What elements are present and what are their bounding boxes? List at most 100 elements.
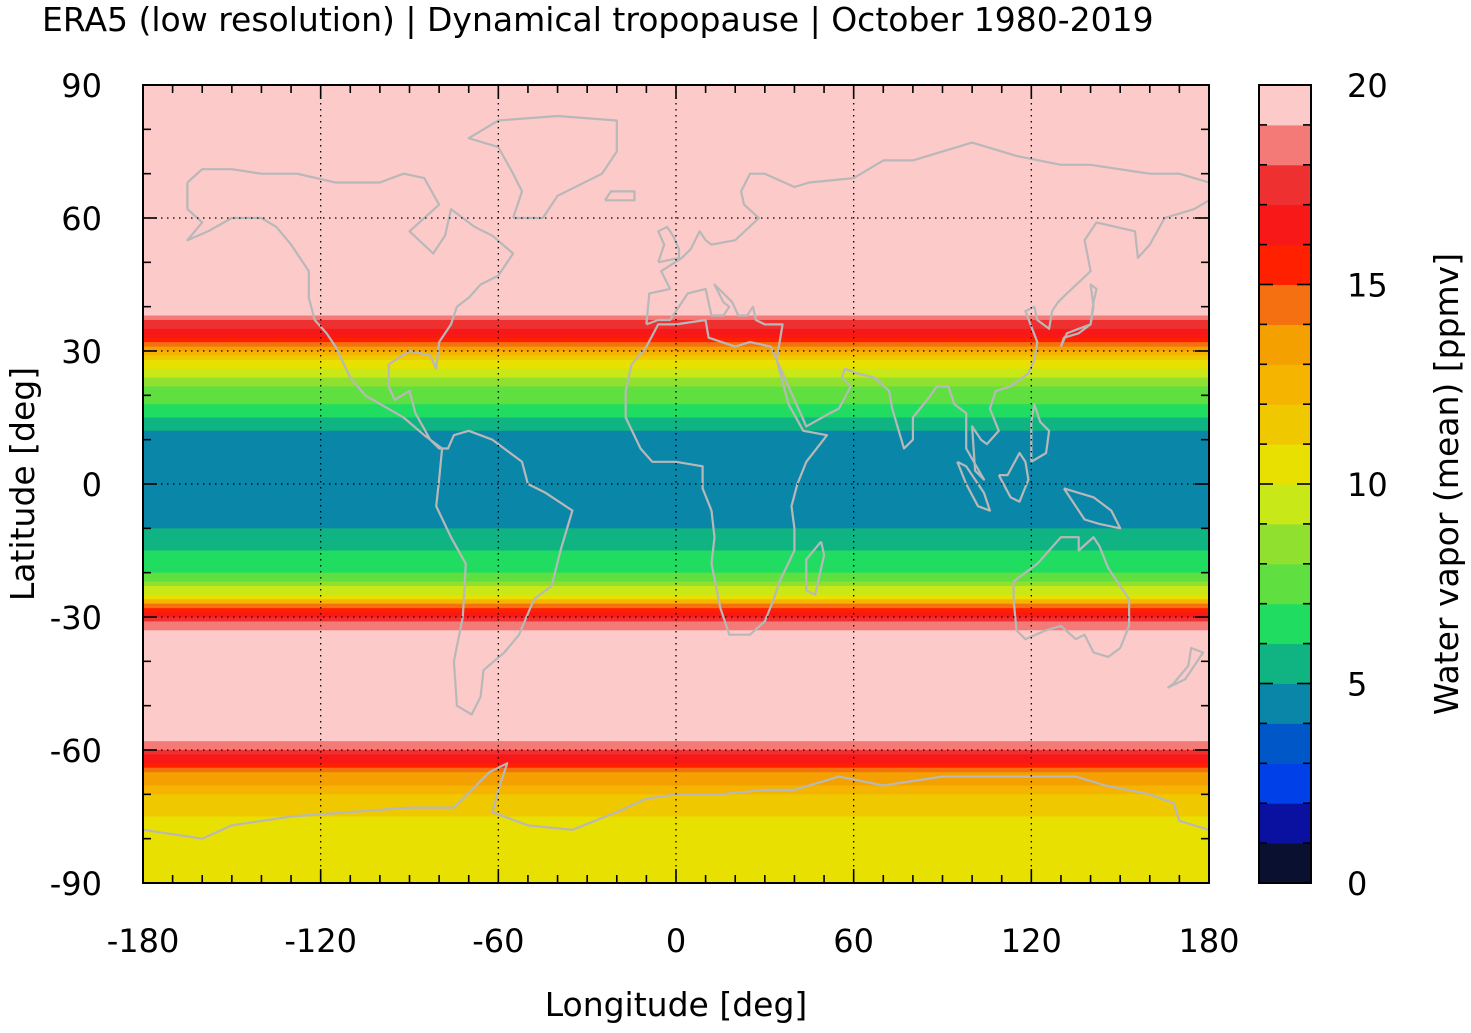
field-band	[143, 475, 1209, 481]
field-band	[143, 577, 1209, 583]
colorbar-tick-labels: 20 15 10 5 0	[1347, 67, 1388, 903]
field-band	[143, 324, 1209, 330]
field-band	[143, 373, 1209, 379]
field-band	[143, 621, 1209, 627]
x-tick-label: 180	[1178, 922, 1239, 960]
colorbar-swatch	[1259, 763, 1311, 804]
field-band	[143, 302, 1209, 308]
field-band	[143, 656, 1209, 662]
field-band	[143, 754, 1209, 760]
field-band	[143, 523, 1209, 529]
coastline	[997, 451, 1030, 503]
field-band	[143, 519, 1209, 525]
coastline	[603, 190, 636, 202]
field-band	[143, 355, 1209, 361]
field-band	[143, 750, 1209, 756]
x-tick-label: -120	[284, 922, 357, 960]
field-band	[143, 692, 1209, 698]
field-band	[143, 670, 1209, 676]
field-band	[143, 222, 1209, 228]
grid-lines	[143, 85, 1209, 883]
field-band	[143, 554, 1209, 560]
field-band	[143, 178, 1209, 184]
field-band	[143, 421, 1209, 427]
field-band	[143, 687, 1209, 693]
field-band	[143, 798, 1209, 804]
field-band	[143, 408, 1209, 414]
field-band	[143, 452, 1209, 458]
y-tick-label: 0	[82, 466, 102, 504]
field-band	[143, 714, 1209, 720]
colorbar-swatch	[1259, 603, 1311, 645]
field-band	[143, 262, 1209, 268]
coastline	[1166, 646, 1205, 689]
field-band	[143, 843, 1209, 849]
field-band	[143, 333, 1209, 339]
field-band	[143, 758, 1209, 764]
field-band	[143, 705, 1209, 711]
field-band	[143, 204, 1209, 210]
field-band	[143, 129, 1209, 135]
chart-title: ERA5 (low resolution) | Dynamical tropop…	[42, 0, 1154, 39]
field-band	[143, 776, 1209, 782]
field-band	[143, 164, 1209, 170]
field-band	[143, 382, 1209, 388]
colorbar-tick-label: 10	[1347, 466, 1388, 504]
axis-ticks	[142, 84, 1210, 884]
field-band	[143, 674, 1209, 680]
y-tick-label: -60	[50, 732, 102, 770]
field-band	[143, 186, 1209, 192]
field-band	[143, 457, 1209, 463]
field-band	[143, 342, 1209, 348]
field-band	[143, 537, 1209, 543]
field-band	[143, 98, 1209, 104]
field-band	[143, 825, 1209, 831]
field-band	[143, 297, 1209, 303]
colorbar-label: Water vapor (mean) [ppmv]	[1427, 253, 1466, 715]
field-band	[143, 271, 1209, 277]
field-band	[143, 652, 1209, 658]
field-band	[143, 661, 1209, 667]
colorbar-tick-label: 5	[1347, 666, 1367, 704]
field-band	[143, 466, 1209, 472]
field-band	[143, 417, 1209, 423]
colorbar-swatch	[1259, 444, 1311, 485]
field-band	[143, 399, 1209, 405]
coastline	[467, 114, 618, 220]
field-band	[143, 231, 1209, 237]
colorbar-swatch	[1259, 284, 1311, 325]
y-tick-label: 90	[61, 67, 102, 105]
colorbar-swatch	[1259, 364, 1311, 405]
x-tick-label: 60	[833, 922, 874, 960]
field-band	[143, 510, 1209, 516]
coastline	[657, 225, 681, 264]
field-band	[143, 319, 1209, 325]
field-band	[143, 856, 1209, 862]
field-band	[143, 484, 1209, 490]
field-band	[143, 834, 1209, 840]
coastline	[1059, 283, 1098, 348]
field-band	[143, 789, 1209, 795]
x-tick-label: -60	[472, 922, 524, 960]
field-band	[143, 781, 1209, 787]
field-band	[143, 488, 1209, 494]
colorbar-swatch	[1259, 723, 1311, 764]
field-band	[143, 727, 1209, 733]
field-band	[143, 732, 1209, 738]
field-band	[143, 763, 1209, 769]
x-axis-label: Longitude [deg]	[545, 985, 808, 1024]
field-band	[143, 603, 1209, 609]
field-band	[143, 710, 1209, 716]
field-band	[143, 639, 1209, 645]
field-band	[143, 138, 1209, 144]
colorbar-swatch	[1259, 244, 1311, 285]
field-band	[143, 541, 1209, 547]
field-band	[143, 559, 1209, 565]
field-band	[143, 337, 1209, 343]
field-band	[143, 741, 1209, 747]
field-band	[143, 404, 1209, 410]
field-band	[143, 590, 1209, 596]
colorbar-swatch	[1259, 843, 1311, 884]
x-tick-label: -180	[107, 922, 180, 960]
